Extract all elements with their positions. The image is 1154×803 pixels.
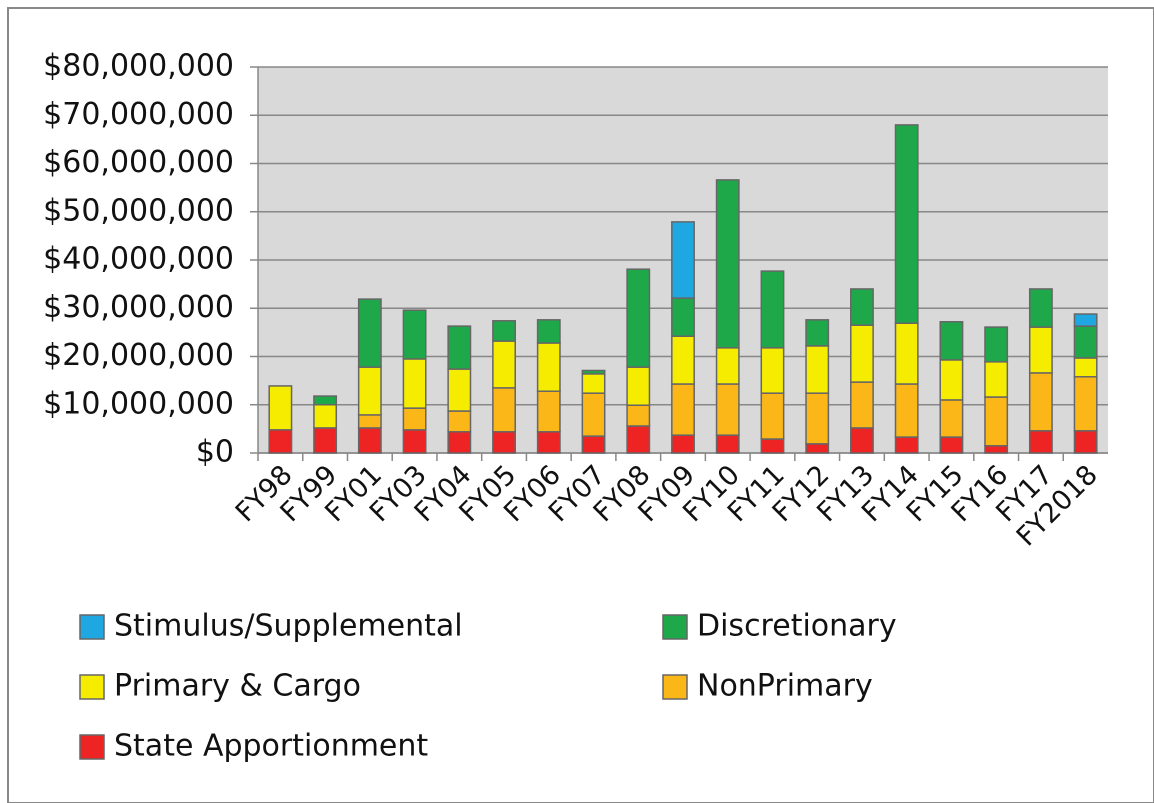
bar-segment [715, 434, 740, 454]
bar-segment [268, 429, 293, 454]
bar-segment [715, 383, 740, 436]
bar-segment [671, 221, 695, 299]
bar-segment [626, 425, 651, 454]
bar-segment [1028, 326, 1053, 374]
bar-segment [760, 270, 785, 349]
bar-segment [671, 335, 695, 385]
bar-segment [850, 288, 874, 326]
bar-segment [760, 438, 785, 454]
bar-segment [760, 392, 785, 440]
y-tick-label: $60,000,000 [43, 145, 234, 180]
bar-segment [357, 427, 382, 454]
bar-segment [894, 383, 919, 438]
y-tick-label: $50,000,000 [43, 193, 234, 228]
bar-segment [1028, 288, 1053, 328]
bar-segment [581, 435, 606, 454]
bar-segment [581, 373, 606, 394]
legend-swatch [662, 614, 688, 640]
legend-swatch [79, 674, 105, 700]
bar-segment [715, 347, 740, 385]
bar-segment [626, 404, 651, 427]
bar-segment [402, 309, 427, 360]
bar-segment [1028, 430, 1053, 454]
y-tick-label: $70,000,000 [43, 97, 234, 132]
bar-segment [447, 368, 472, 412]
y-tick-label: $40,000,000 [43, 242, 234, 277]
legend-label: Primary & Cargo [114, 669, 361, 704]
bar-segment [1073, 376, 1098, 432]
bar-segment [850, 381, 874, 429]
y-tick-label: $80,000,000 [43, 49, 234, 84]
legend-swatch [79, 734, 105, 760]
y-tick-label: $30,000,000 [43, 290, 234, 325]
bar-segment [357, 414, 382, 429]
bar-segment [357, 298, 382, 368]
bar-segment [1028, 372, 1053, 432]
bar-segment [626, 366, 651, 406]
bar-segment [850, 324, 874, 383]
bar-segment [984, 361, 1009, 398]
bar-segment [268, 385, 293, 431]
bar-segment [313, 427, 338, 454]
bar-segment [894, 124, 919, 324]
bar-segment [313, 395, 338, 406]
bar-segment [939, 399, 964, 438]
bar-segment [939, 321, 964, 361]
bar-segment [492, 431, 516, 454]
bar-segment [536, 319, 561, 344]
bar-segment [805, 345, 830, 394]
bar-segment [984, 445, 1009, 454]
bar-segment [984, 326, 1009, 363]
bar-segment [402, 358, 427, 409]
legend-label: Stimulus/Supplemental [114, 609, 463, 644]
y-tick-label: $0 [196, 435, 234, 470]
bar-segment [447, 325, 472, 370]
legend-label: Discretionary [697, 609, 897, 644]
bar-segment [715, 179, 740, 349]
bar-segment [492, 340, 516, 389]
bar-segment [536, 431, 561, 454]
bar-segment [447, 410, 472, 433]
bar-segment [536, 390, 561, 433]
bar-segment [939, 359, 964, 401]
y-tick-label: $20,000,000 [43, 338, 234, 373]
bar-segment [626, 268, 651, 368]
bar-segment [447, 431, 472, 454]
bar-segment [581, 369, 606, 375]
bar-segment [357, 366, 382, 416]
bar-segment [671, 434, 695, 454]
bar-segment [581, 392, 606, 437]
bar-segment [939, 436, 964, 454]
bar-segment [1073, 313, 1098, 327]
bar-segment [805, 319, 830, 347]
bar-segment [492, 320, 516, 342]
legend-label: NonPrimary [697, 669, 873, 704]
bar-segment [671, 383, 695, 436]
bar-segment [402, 429, 427, 454]
bar-segment [492, 387, 516, 433]
bar-segment [850, 427, 874, 454]
bar-segment [805, 443, 830, 454]
bar-segment [984, 396, 1009, 447]
bar-segment [1073, 325, 1098, 359]
legend-label: State Apportionment [114, 729, 428, 764]
legend-swatch [79, 614, 105, 640]
y-tick-label: $10,000,000 [43, 386, 234, 421]
bar-segment [671, 297, 695, 337]
bar-segment [805, 392, 830, 445]
bar-segment [536, 342, 561, 392]
bar-segment [894, 322, 919, 385]
legend-swatch [662, 674, 688, 700]
bar-segment [313, 404, 338, 429]
bar-segment [402, 407, 427, 431]
bar-segment [894, 436, 919, 454]
bar-segment [760, 347, 785, 394]
bar-segment [1073, 430, 1098, 454]
bar-segment [1073, 357, 1098, 378]
